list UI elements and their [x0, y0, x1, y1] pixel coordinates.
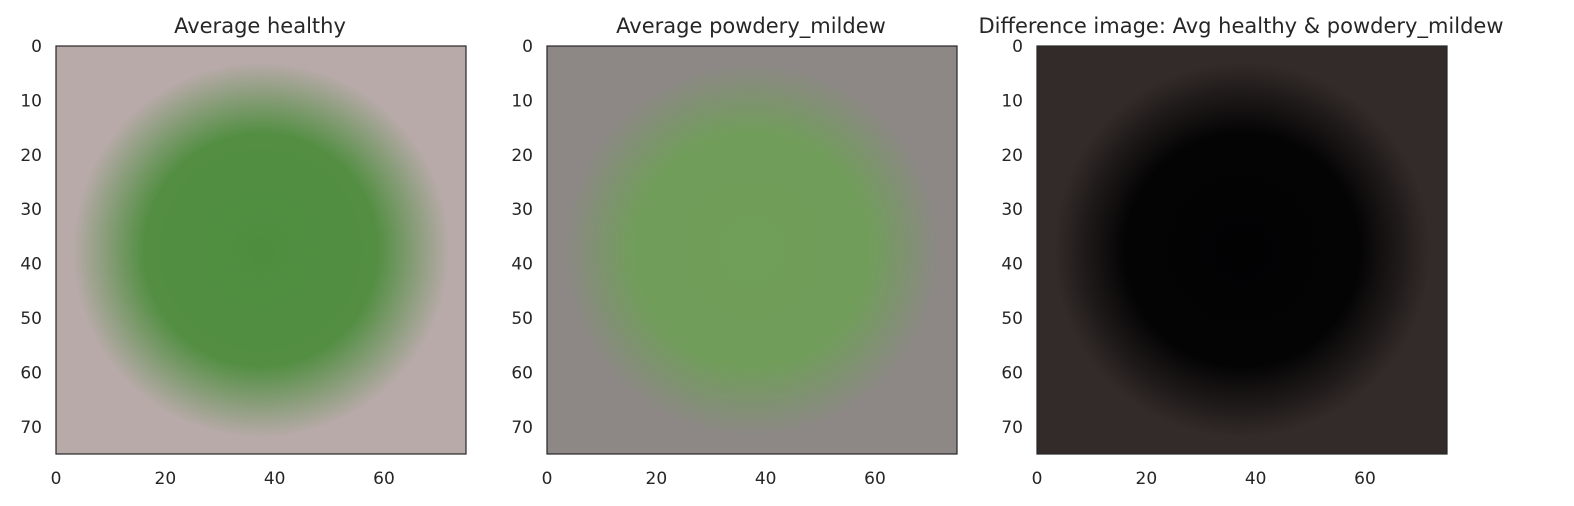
panel-average-healthy: Average healthy 0 20 40 60 0 10 20 30 40 50 60 70 [20, 14, 467, 489]
axis-ticks: 0 20 40 60 0 10 20 30 40 50 60 70 [1001, 37, 1375, 489]
y-tick-label: 60 [1001, 363, 1023, 383]
x-tick-label: 40 [264, 469, 286, 489]
x-tick-label: 0 [51, 469, 62, 489]
panel-title: Difference image: Avg healthy & powdery_… [978, 14, 1503, 39]
y-tick-label: 40 [1001, 255, 1023, 275]
axes-frame [546, 45, 958, 455]
image-area [55, 45, 467, 455]
y-tick-label: 10 [1001, 91, 1023, 111]
x-tick-label: 40 [1245, 469, 1267, 489]
y-tick-label: 30 [511, 200, 533, 220]
x-tick-label: 40 [755, 469, 777, 489]
x-tick-label: 60 [373, 469, 395, 489]
y-tick-label: 10 [511, 91, 533, 111]
x-tick-label: 0 [1032, 469, 1043, 489]
axes-frame [55, 45, 467, 455]
image-area [546, 45, 958, 455]
y-tick-label: 20 [511, 146, 533, 166]
y-tick-label: 30 [1001, 200, 1023, 220]
y-tick-label: 70 [1001, 418, 1023, 438]
y-tick-label: 70 [20, 418, 42, 438]
panel-average-powdery-mildew: Average powdery_mildew 0 20 40 60 0 10 20 30 40 5… [511, 14, 958, 489]
panel-title: Average healthy [174, 14, 346, 38]
y-tick-label: 20 [20, 146, 42, 166]
axis-ticks: 0 20 40 60 0 10 20 30 40 50 60 70 [20, 37, 394, 489]
y-tick-label: 40 [20, 255, 42, 275]
y-tick-label: 30 [20, 200, 42, 220]
y-tick-label: 50 [20, 309, 42, 329]
leaf-blob [72, 62, 450, 438]
leaf-blob [563, 62, 941, 438]
y-tick-label: 0 [1012, 37, 1023, 57]
x-tick-label: 20 [1136, 469, 1158, 489]
axis-ticks: 0 20 40 60 0 10 20 30 40 50 60 70 [511, 37, 885, 489]
y-tick-label: 70 [511, 418, 533, 438]
y-tick-label: 0 [31, 37, 42, 57]
y-tick-label: 50 [1001, 309, 1023, 329]
y-tick-label: 60 [20, 363, 42, 383]
x-tick-label: 60 [864, 469, 886, 489]
axes-frame [1036, 45, 1448, 455]
x-tick-label: 20 [646, 469, 668, 489]
y-tick-label: 10 [20, 91, 42, 111]
x-tick-label: 0 [542, 469, 553, 489]
y-tick-label: 20 [1001, 146, 1023, 166]
y-tick-label: 40 [511, 255, 533, 275]
y-tick-label: 0 [522, 37, 533, 57]
y-tick-label: 60 [511, 363, 533, 383]
image-area [1036, 45, 1448, 455]
x-tick-label: 60 [1354, 469, 1376, 489]
x-tick-label: 20 [155, 469, 177, 489]
panel-difference-image: Difference image: Avg healthy & powdery_… [978, 14, 1503, 489]
y-tick-label: 50 [511, 309, 533, 329]
leaf-blob [1053, 62, 1431, 438]
panel-title: Average powdery_mildew [616, 14, 886, 39]
